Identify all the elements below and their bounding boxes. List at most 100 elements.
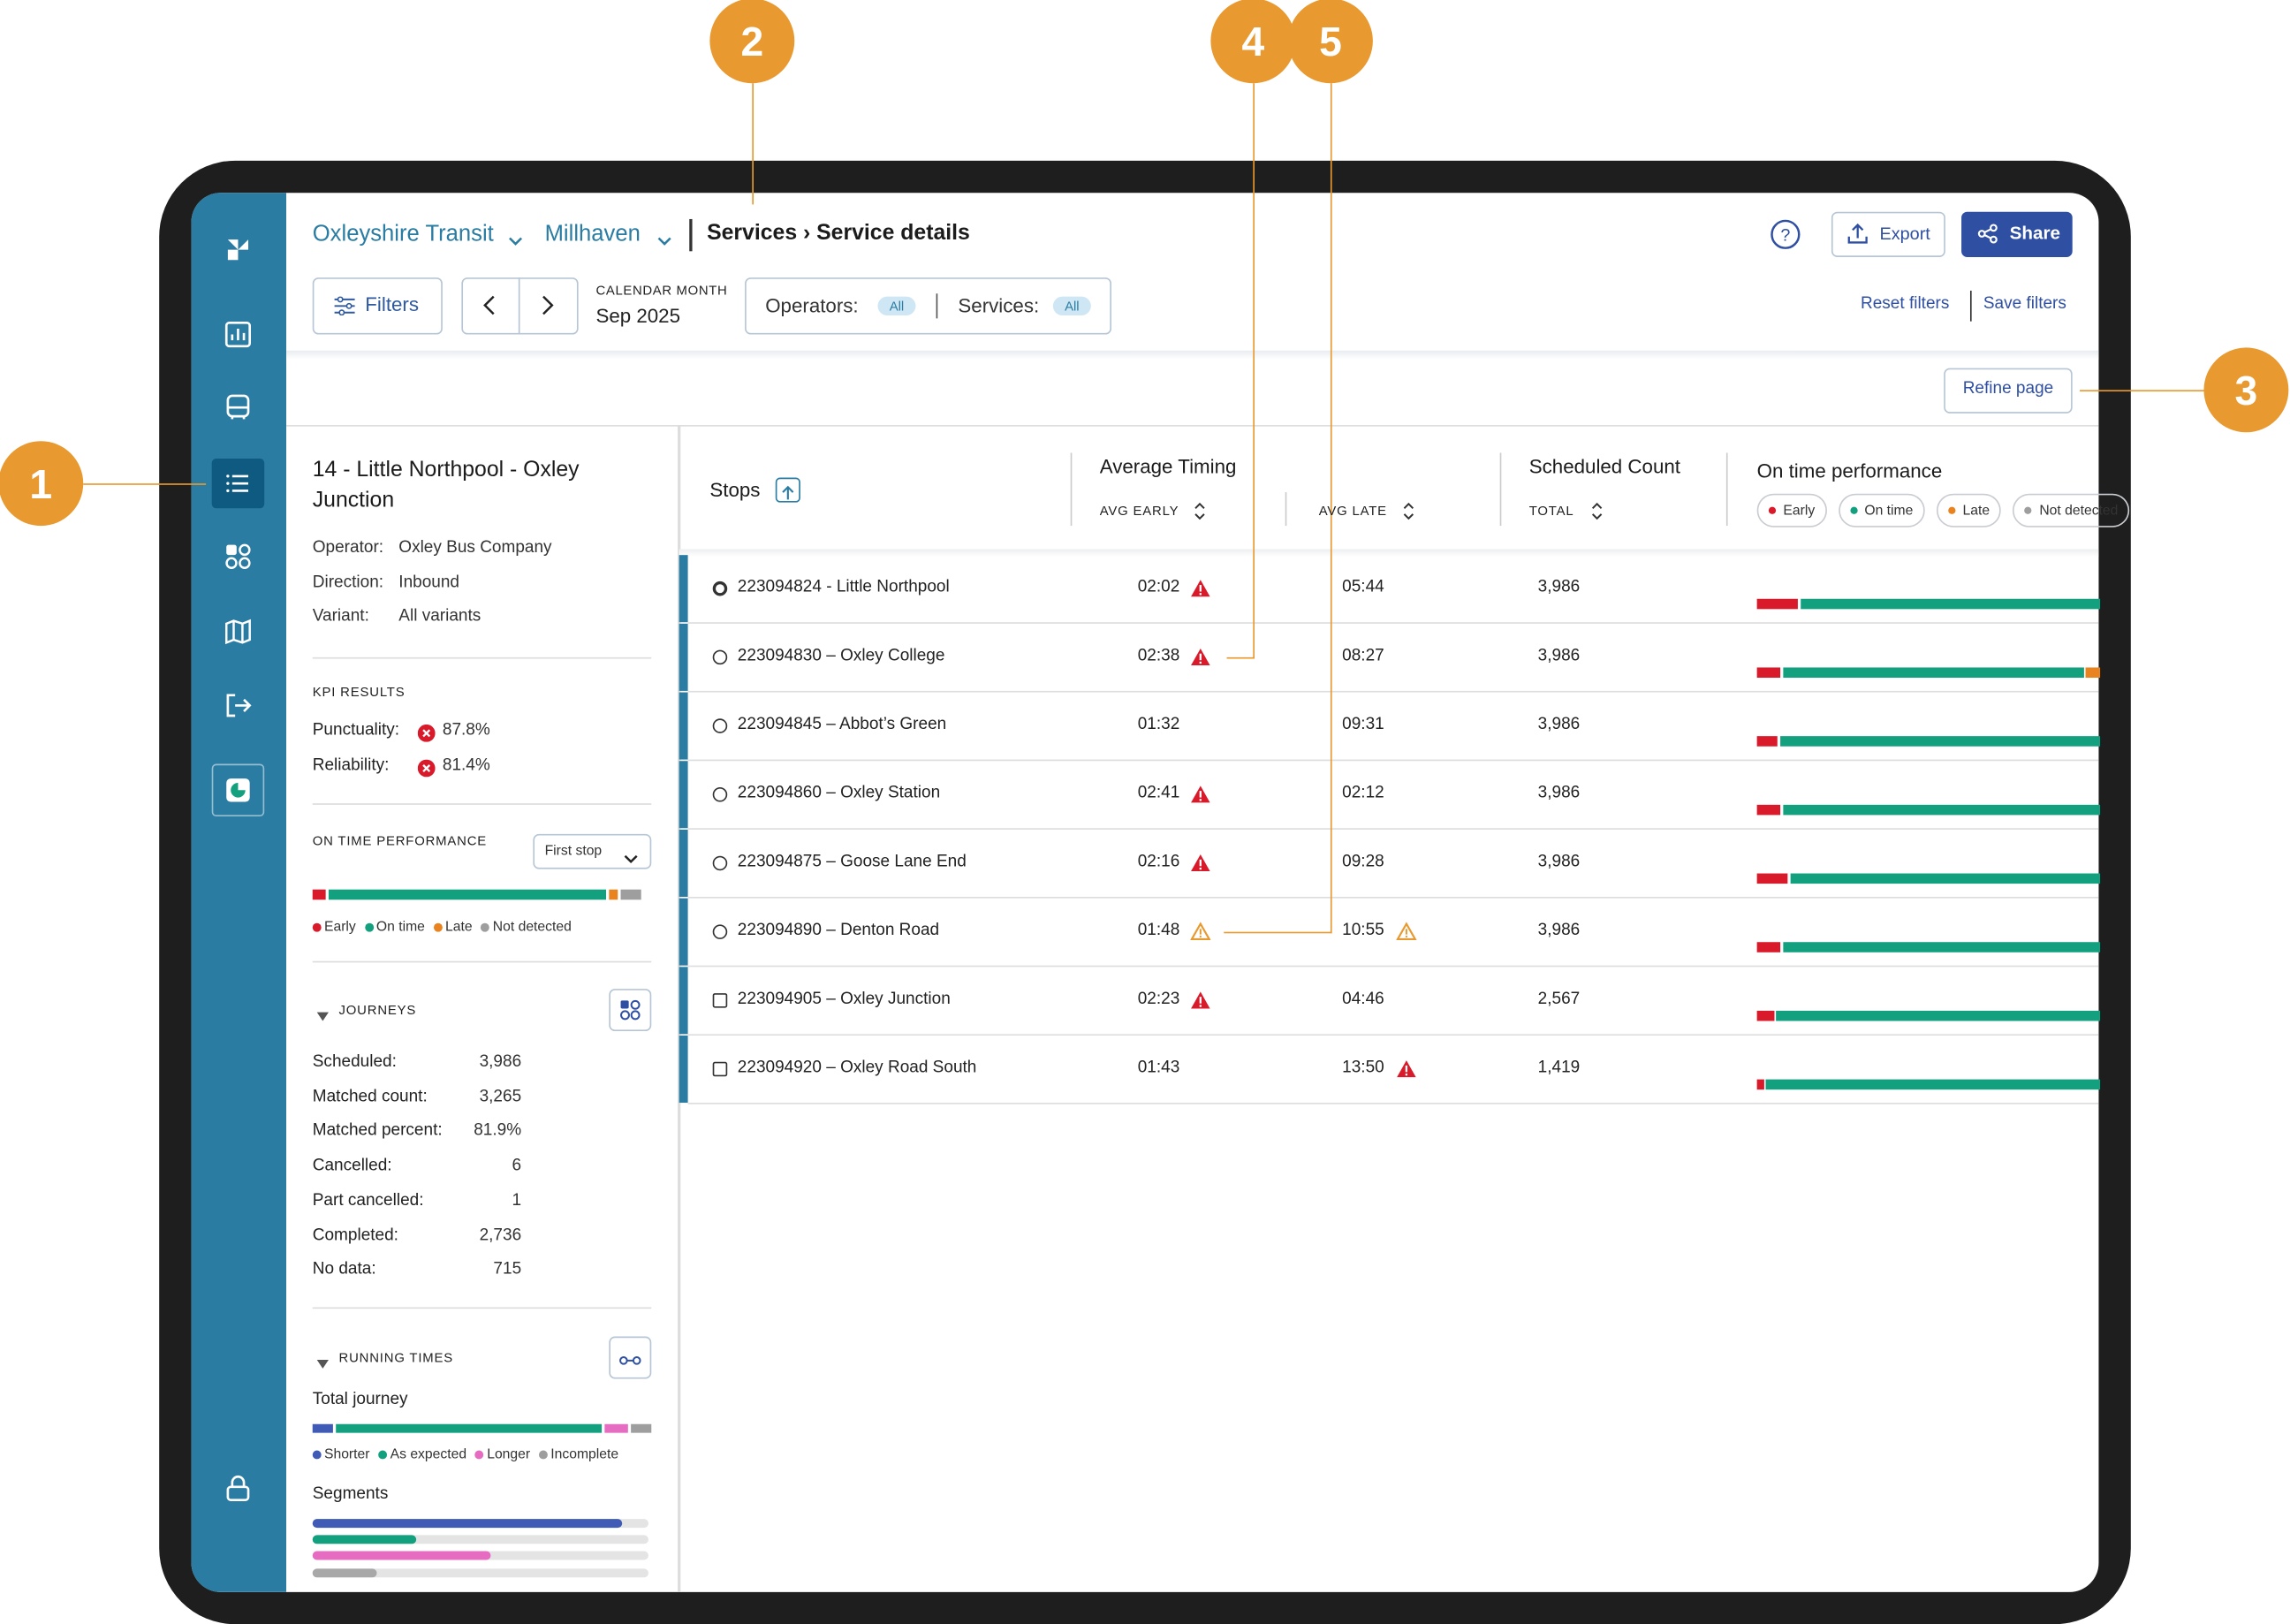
- nav-icon[interactable]: [224, 320, 253, 349]
- nav-icon: [224, 235, 253, 264]
- callout-badge: [0, 441, 84, 527]
- sort-icon[interactable]: [1590, 501, 1604, 520]
- nav-icon[interactable]: [224, 691, 253, 720]
- otp-bar-segment: [1756, 597, 1799, 609]
- legend-dot: [2024, 506, 2033, 514]
- segment-bar: [312, 1552, 491, 1561]
- stops-sort-button[interactable]: [775, 477, 800, 503]
- header-divider: [689, 218, 692, 252]
- detail-label: Variant:: [312, 607, 369, 626]
- legend-chip[interactable]: [1936, 493, 2002, 527]
- row-indicator: [679, 761, 688, 829]
- nav-icon[interactable]: [224, 542, 253, 571]
- column-header: Scheduled Count: [1528, 455, 1680, 478]
- export-button[interactable]: [1831, 211, 1945, 257]
- collapse-icon[interactable]: [315, 1351, 330, 1369]
- services-chip[interactable]: All: [1065, 299, 1080, 314]
- sub-header: TOTAL: [1528, 503, 1574, 519]
- callout-number: 5: [1319, 19, 1342, 65]
- sort-icon[interactable]: [1194, 501, 1207, 520]
- otp-select[interactable]: [533, 833, 652, 869]
- legend-chip[interactable]: [1756, 493, 1827, 527]
- running-segment: [335, 1423, 603, 1433]
- nav-icon[interactable]: [224, 776, 253, 805]
- sort-icon[interactable]: [1402, 501, 1415, 520]
- running-times-view-button[interactable]: [609, 1336, 652, 1379]
- journey-value: 3,265: [479, 1088, 522, 1106]
- prev-icon[interactable]: [482, 295, 497, 315]
- avg-early: 02:41: [1137, 784, 1180, 801]
- chevron: [657, 228, 672, 246]
- nav-icon-svg: [226, 1475, 250, 1502]
- otp-bar-segment: [1756, 666, 1781, 678]
- kpi-label: Reliability:: [312, 756, 390, 775]
- segments-label: Segments: [312, 1485, 389, 1504]
- sidebar: [191, 193, 286, 1592]
- section-divider: [312, 960, 652, 963]
- running-segment: [312, 1423, 333, 1433]
- nav-icon-svg: [224, 322, 251, 348]
- otp-bar-segment: [1756, 1078, 1764, 1089]
- legend-label: Longer: [487, 1446, 531, 1463]
- stop-marker: [712, 1060, 728, 1076]
- reset-filters[interactable]: Reset filters: [1860, 295, 1950, 313]
- refine-button[interactable]: [1944, 368, 2073, 414]
- journey-value: 1: [512, 1191, 522, 1210]
- nav-icon[interactable]: [224, 1474, 253, 1503]
- row-divider: [687, 1034, 2099, 1036]
- filters-button[interactable]: [312, 277, 443, 335]
- otp-segment: [608, 889, 618, 900]
- section-heading: KPI RESULTS: [312, 684, 406, 700]
- toolbar-shadow: [285, 350, 2099, 360]
- nav-icon[interactable]: [224, 393, 253, 422]
- refine-page[interactable]: Refine page: [1962, 379, 2054, 398]
- collapse-icon[interactable]: [315, 1004, 330, 1021]
- journey-label: Matched count:: [312, 1088, 428, 1106]
- otp-select-label[interactable]: First stop: [544, 843, 603, 860]
- period-label: CALENDAR MONTH: [595, 283, 728, 298]
- nav-icon-svg: [224, 618, 251, 645]
- legend-chip[interactable]: [1838, 493, 1925, 527]
- help-icon[interactable]: ?: [1771, 219, 1801, 250]
- nav-icon[interactable]: [224, 617, 253, 646]
- avg-late: 09:31: [1342, 715, 1384, 733]
- callout-badge: [2203, 347, 2289, 433]
- chip-operators: [877, 296, 916, 316]
- legend-dot: [539, 1450, 548, 1460]
- avg-late: 02:12: [1342, 784, 1384, 801]
- scope-filter[interactable]: [745, 277, 1111, 335]
- column-divider: [1285, 492, 1287, 527]
- journey-value: 715: [493, 1261, 522, 1279]
- journey-label: Cancelled:: [312, 1157, 392, 1175]
- content-top-line: [285, 425, 2099, 427]
- legend-chip[interactable]: [2013, 493, 2130, 527]
- period-nav[interactable]: [461, 277, 579, 335]
- legend-chip-label: Early: [1783, 503, 1816, 520]
- save-filters[interactable]: Save filters: [1983, 295, 2066, 313]
- callout-line: [2079, 389, 2206, 392]
- legend-dot: [1849, 506, 1858, 514]
- operators-label: Operators:: [765, 294, 859, 317]
- alert-icon-svg: [1396, 921, 1417, 940]
- org-select[interactable]: Oxleyshire Transit: [312, 221, 494, 247]
- chevron: [508, 228, 523, 246]
- stop-marker: [712, 854, 728, 870]
- journeys-view-button[interactable]: [609, 989, 652, 1032]
- journey-label: Matched percent:: [312, 1122, 443, 1141]
- column-divider: [1070, 452, 1073, 527]
- prev-icon-svg: [483, 295, 495, 315]
- avg-early: 01:32: [1137, 715, 1180, 733]
- region-select[interactable]: Millhaven: [544, 221, 641, 247]
- next-icon[interactable]: [541, 295, 556, 315]
- legend-label: Early: [323, 919, 356, 936]
- operators-chip[interactable]: All: [889, 299, 905, 314]
- nav-icon[interactable]: [224, 469, 253, 498]
- segment-bar: [312, 1535, 417, 1544]
- scheduled-count: 2,567: [1537, 990, 1581, 1007]
- section-divider: [312, 656, 652, 659]
- screen-edge-mask: [2098, 193, 2290, 1592]
- period-nav-divider: [518, 277, 520, 335]
- sub-header: AVG LATE: [1318, 503, 1387, 519]
- filters-icon: [334, 296, 355, 316]
